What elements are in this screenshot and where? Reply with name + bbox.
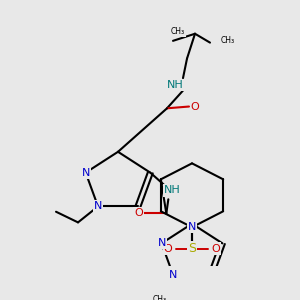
Text: S: S [188,242,196,255]
Text: O: O [134,208,143,218]
Text: N: N [169,270,177,280]
Text: NH: NH [164,185,181,195]
Text: N: N [82,168,90,178]
Text: CH₃: CH₃ [221,36,235,45]
Text: O: O [164,244,172,254]
Text: CH₃: CH₃ [171,27,185,36]
Text: N: N [94,201,102,212]
Text: N: N [188,222,196,232]
Text: O: O [212,244,220,254]
Text: O: O [190,101,200,112]
Text: NH: NH [167,80,183,90]
Text: CH₃: CH₃ [152,296,166,300]
Text: N: N [158,238,166,248]
